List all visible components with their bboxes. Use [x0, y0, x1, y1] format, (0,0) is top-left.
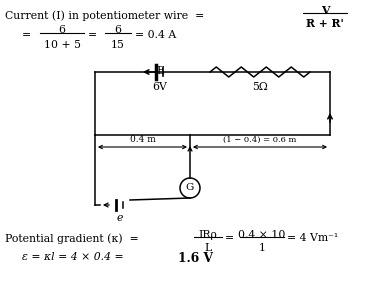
Text: 15: 15	[111, 40, 125, 50]
Text: L: L	[204, 243, 212, 253]
Text: 6V: 6V	[152, 82, 168, 92]
Text: 1.6 V: 1.6 V	[178, 252, 213, 265]
Text: 0.4 × 10: 0.4 × 10	[238, 230, 286, 240]
Text: Potential gradient (κ)  =: Potential gradient (κ) =	[5, 233, 139, 244]
Text: IRρ: IRρ	[199, 230, 217, 240]
Circle shape	[180, 178, 200, 198]
Text: 1: 1	[259, 243, 266, 253]
Text: = 0.4 A: = 0.4 A	[135, 30, 176, 40]
Text: = 4 Vm⁻¹: = 4 Vm⁻¹	[287, 233, 338, 243]
Text: 5Ω: 5Ω	[252, 82, 268, 92]
Text: e: e	[117, 213, 123, 223]
Text: G: G	[186, 183, 194, 192]
Text: 0.4 m: 0.4 m	[130, 135, 155, 144]
Text: E: E	[156, 66, 164, 76]
Text: (1 − 0.4) = 0.6 m: (1 − 0.4) = 0.6 m	[223, 136, 297, 144]
Text: 6: 6	[114, 25, 121, 35]
Text: =: =	[88, 30, 97, 40]
Text: 6: 6	[59, 25, 66, 35]
Text: =: =	[22, 30, 31, 40]
Text: Current (I) in potentiometer wire  =: Current (I) in potentiometer wire =	[5, 10, 204, 20]
Text: =: =	[225, 233, 234, 243]
Text: ε = κl = 4 × 0.4 =: ε = κl = 4 × 0.4 =	[22, 252, 127, 262]
Text: 10 + 5: 10 + 5	[44, 40, 80, 50]
Text: V: V	[321, 5, 329, 16]
Text: R + R': R + R'	[306, 18, 344, 29]
